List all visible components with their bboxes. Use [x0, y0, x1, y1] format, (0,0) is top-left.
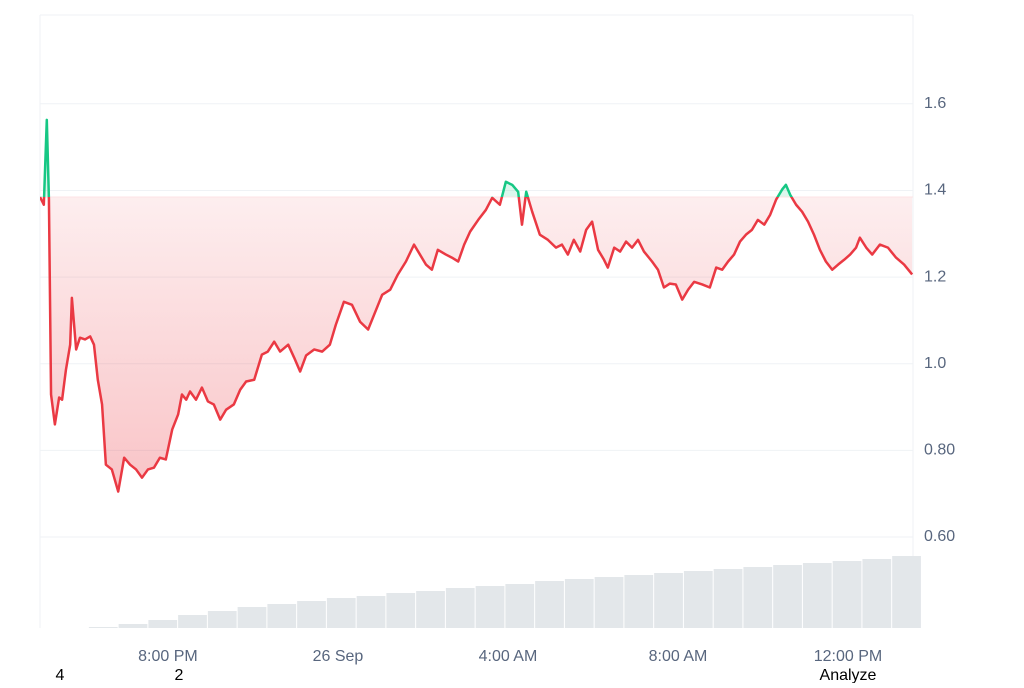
volume-bar: [88, 627, 118, 628]
x-tick-label: 4:00 AM: [479, 648, 538, 665]
volume-bar: [118, 624, 148, 628]
volume-bar: [148, 620, 178, 628]
x-tick-label: 12:00 PM: [814, 648, 882, 665]
volume-bar: [207, 611, 237, 628]
volume-bar: [297, 601, 326, 628]
volume-bar: [535, 581, 564, 628]
volume-bar: [624, 575, 654, 628]
volume-bar: [475, 586, 505, 628]
x-tick-label: 8:00 AM: [649, 648, 708, 665]
volume-bar: [713, 569, 743, 628]
y-tick-label: 1.0: [924, 355, 946, 372]
y-tick-label: 1.6: [924, 95, 946, 112]
footer-text: 2: [175, 667, 184, 683]
volume-bar: [862, 559, 892, 628]
x-tick-label: 8:00 PM: [138, 648, 198, 665]
volume-bar: [237, 607, 267, 628]
volume-bar: [416, 591, 445, 628]
volume-bar: [445, 588, 475, 628]
volume-bar: [743, 567, 773, 628]
y-tick-label: 1.2: [924, 268, 946, 285]
volume-bar: [386, 593, 416, 628]
volume-bar: [178, 615, 207, 628]
y-tick-label: 0.80: [924, 442, 955, 459]
price-line-down: [40, 196, 913, 493]
footer-button[interactable]: Analyze: [820, 667, 877, 684]
volume-bar: [802, 563, 832, 628]
volume-bar: [594, 577, 624, 628]
volume-bar: [892, 556, 921, 628]
volume-bar: [356, 596, 386, 628]
area-down: [40, 196, 913, 492]
x-tick-label: 26 Sep: [313, 648, 364, 665]
volume-bar: [832, 561, 862, 628]
footer-text: 4: [56, 667, 65, 683]
volume-bar: [505, 584, 535, 628]
volume-bar: [683, 571, 713, 628]
volume-bar: [326, 598, 356, 628]
volume-bar: [564, 579, 594, 628]
y-tick-label: 1.4: [924, 182, 946, 199]
volume-bar: [654, 573, 683, 628]
volume-bar: [267, 604, 297, 628]
y-tick-label: 0.60: [924, 528, 955, 545]
volume-bar: [773, 565, 802, 628]
